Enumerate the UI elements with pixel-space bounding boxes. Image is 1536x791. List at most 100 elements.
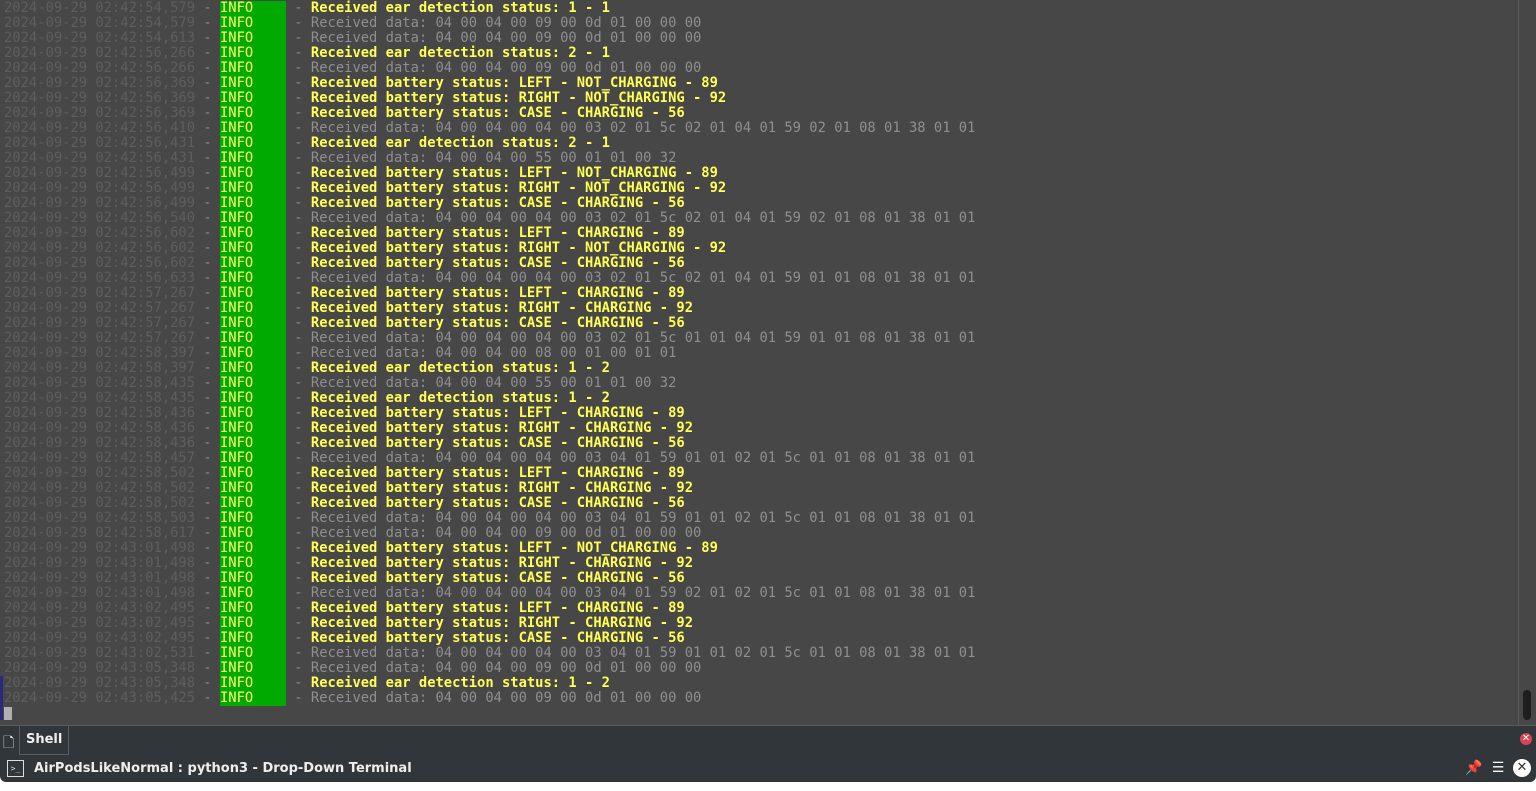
separator: - (195, 540, 220, 556)
log-message: Received ear detection status: 2 - 1 (310, 45, 610, 61)
log-timestamp: 2024-09-29 02:42:58,435 (4, 375, 196, 391)
separator: - (195, 420, 220, 436)
separator: - (285, 165, 311, 181)
new-tab-icon[interactable]: 🗋 (3, 735, 15, 751)
separator: - (285, 660, 311, 676)
scroll-marker (0, 676, 3, 720)
separator: - (195, 615, 220, 631)
separator: - (195, 465, 220, 481)
log-level-badge: INFO (219, 211, 286, 226)
log-level-badge: INFO (219, 31, 286, 46)
separator: - (195, 165, 220, 181)
tab-shell[interactable]: Shell (19, 726, 70, 755)
log-message: Received battery status: CASE - CHARGING… (310, 315, 685, 331)
log-timestamp: 2024-09-29 02:43:02,495 (4, 615, 196, 631)
log-message: Received battery status: LEFT - CHARGING… (310, 225, 685, 241)
separator: - (285, 465, 311, 481)
log-timestamp: 2024-09-29 02:42:57,267 (4, 330, 196, 346)
separator: - (285, 495, 311, 511)
log-level-badge: INFO (219, 541, 286, 556)
separator: - (195, 240, 220, 256)
log-timestamp: 2024-09-29 02:42:56,633 (4, 270, 196, 286)
separator: - (285, 195, 311, 211)
log-message: Received data: 04 00 04 00 04 00 03 02 0… (310, 120, 976, 136)
log-timestamp: 2024-09-29 02:43:01,498 (4, 540, 196, 556)
separator: - (285, 375, 311, 391)
log-level-badge: INFO (219, 16, 286, 31)
log-message: Received ear detection status: 2 - 1 (310, 135, 610, 151)
log-level-badge: INFO (219, 166, 286, 181)
terminal-output[interactable]: 2024-09-29 02:42:54,579 - INFO - Receive… (0, 0, 1518, 725)
vertical-scrollbar[interactable] (1518, 0, 1536, 725)
log-level-badge: INFO (219, 391, 286, 406)
separator: - (285, 90, 311, 106)
pin-icon[interactable]: 📌 (1465, 760, 1483, 776)
log-level-badge: INFO (219, 481, 286, 496)
separator: - (195, 45, 220, 61)
log-timestamp: 2024-09-29 02:42:58,502 (4, 495, 196, 511)
log-timestamp: 2024-09-29 02:42:56,499 (4, 180, 196, 196)
log-level-badge: INFO (219, 1, 286, 16)
log-line: 2024-09-29 02:42:57,267 - INFO - Receive… (4, 286, 975, 301)
separator: - (195, 180, 220, 196)
log-output: 2024-09-29 02:42:54,579 - INFO - Receive… (4, 1, 975, 706)
log-message: Received ear detection status: 1 - 2 (310, 675, 610, 691)
log-level-badge: INFO (219, 526, 286, 541)
separator: - (195, 30, 220, 46)
log-level-badge: INFO (219, 361, 286, 376)
log-timestamp: 2024-09-29 02:43:01,498 (4, 570, 196, 586)
scrollbar-thumb[interactable] (1523, 690, 1531, 720)
log-timestamp: 2024-09-29 02:43:02,495 (4, 600, 196, 616)
log-timestamp: 2024-09-29 02:42:54,579 (4, 0, 196, 16)
log-level-badge: INFO (219, 406, 286, 421)
log-timestamp: 2024-09-29 02:42:56,499 (4, 195, 196, 211)
log-line: 2024-09-29 02:42:56,266 - INFO - Receive… (4, 46, 975, 61)
log-timestamp: 2024-09-29 02:42:58,397 (4, 360, 196, 376)
log-message: Received battery status: CASE - CHARGING… (310, 570, 685, 586)
tab-bar: 🗋 Shell ✕ (0, 725, 1536, 755)
log-line: 2024-09-29 02:43:02,495 - INFO - Receive… (4, 616, 975, 631)
log-line: 2024-09-29 02:42:54,613 - INFO - Receive… (4, 31, 975, 46)
log-line: 2024-09-29 02:42:56,499 - INFO - Receive… (4, 181, 975, 196)
separator: - (285, 345, 311, 361)
log-timestamp: 2024-09-29 02:42:56,602 (4, 240, 196, 256)
log-level-badge: INFO (219, 301, 286, 316)
separator: - (195, 330, 220, 346)
log-line: 2024-09-29 02:42:56,499 - INFO - Receive… (4, 196, 975, 211)
terminal-icon: >_ (7, 760, 24, 777)
log-timestamp: 2024-09-29 02:42:58,436 (4, 405, 196, 421)
log-level-badge: INFO (219, 106, 286, 121)
log-message: Received data: 04 00 04 00 09 00 0d 01 0… (310, 30, 702, 46)
separator: - (285, 525, 311, 541)
log-timestamp: 2024-09-29 02:42:58,436 (4, 420, 196, 436)
separator: - (285, 630, 311, 646)
hamburger-menu-icon[interactable]: ☰ (1491, 760, 1505, 776)
log-line: 2024-09-29 02:42:58,502 - INFO - Receive… (4, 466, 975, 481)
separator: - (285, 690, 311, 706)
separator: - (285, 645, 311, 661)
separator: - (285, 210, 311, 226)
separator: - (285, 285, 311, 301)
log-line: 2024-09-29 02:42:58,397 - INFO - Receive… (4, 361, 975, 376)
close-window-icon[interactable]: ✕ (1513, 759, 1531, 777)
log-level-badge: INFO (219, 316, 286, 331)
separator: - (195, 135, 220, 151)
separator: - (195, 435, 220, 451)
separator: - (285, 555, 311, 571)
separator: - (285, 420, 311, 436)
log-level-badge: INFO (219, 61, 286, 76)
log-level-badge: INFO (219, 421, 286, 436)
separator: - (195, 300, 220, 316)
separator: - (195, 285, 220, 301)
log-message: Received battery status: LEFT - NOT_CHAR… (310, 165, 718, 181)
log-line: 2024-09-29 02:42:57,267 - INFO - Receive… (4, 331, 975, 346)
log-line: 2024-09-29 02:43:01,498 - INFO - Receive… (4, 571, 975, 586)
log-timestamp: 2024-09-29 02:42:58,502 (4, 465, 196, 481)
log-line: 2024-09-29 02:42:56,431 - INFO - Receive… (4, 136, 975, 151)
close-tab-icon[interactable]: ✕ (1520, 733, 1532, 745)
separator: - (285, 0, 311, 16)
log-message: Received battery status: LEFT - CHARGING… (310, 285, 685, 301)
log-line: 2024-09-29 02:42:58,617 - INFO - Receive… (4, 526, 975, 541)
log-message: Received battery status: RIGHT - NOT_CHA… (310, 90, 727, 106)
log-level-badge: INFO (219, 691, 286, 706)
